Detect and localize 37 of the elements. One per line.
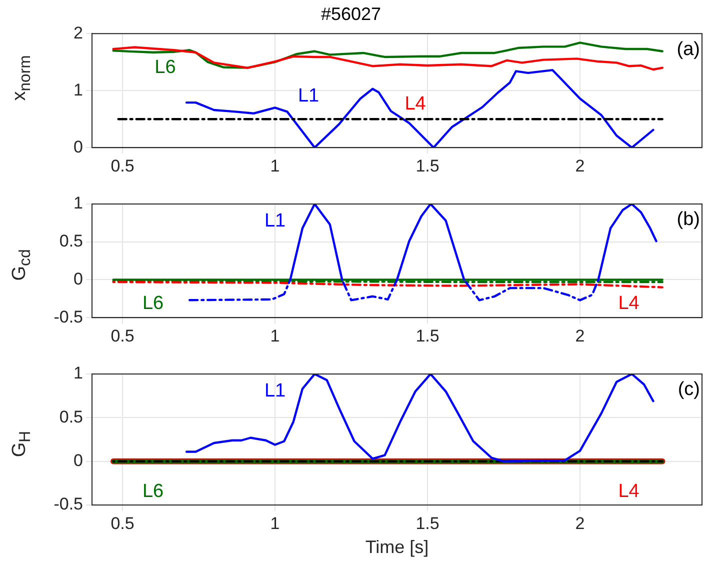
x-tick-label: 1: [270, 514, 280, 533]
series-label: L4: [404, 94, 426, 115]
annotation: (c): [678, 379, 700, 400]
y-tick-label: 0: [74, 451, 83, 470]
annotation: (b): [676, 209, 700, 230]
series-label: L4: [618, 481, 640, 502]
y-tick-label: 1: [74, 364, 83, 383]
y-tick-label: -0.5: [54, 307, 83, 326]
x-tick-label: 1: [270, 156, 280, 176]
annotation: (a): [676, 38, 700, 60]
y-tick-label: 0.5: [59, 407, 83, 426]
series-label: L6: [154, 57, 176, 78]
x-tick-label: 2: [575, 326, 585, 346]
y-tick-label: 0.5: [59, 232, 83, 251]
series-label: L6: [142, 481, 164, 502]
y-tick-label: 1: [74, 194, 83, 213]
x-tick-label: 2: [575, 514, 585, 533]
x-tick-label: 1.5: [416, 156, 440, 176]
x-tick-label: 1.5: [416, 326, 440, 346]
y-tick-label: 0: [74, 137, 83, 156]
series-label: L1: [264, 210, 286, 232]
y-tick-label: 2: [74, 23, 83, 42]
x-tick-label: 0.5: [110, 156, 134, 176]
y-tick-label: -0.5: [54, 494, 83, 514]
series-label: L4: [618, 293, 640, 314]
series-label: L1: [298, 86, 320, 107]
x-tick-label: 0.5: [110, 514, 134, 533]
x-tick-label: 1.5: [416, 514, 440, 533]
chart-title: #56027: [320, 4, 382, 24]
series-label: L6: [142, 293, 164, 314]
x-tick-label: 0.5: [110, 326, 134, 346]
x-tick-label: 2: [575, 156, 585, 176]
series-label: L1: [264, 380, 286, 402]
x-axis-title: Time [s]: [365, 537, 429, 558]
y-tick-label: 1: [74, 80, 83, 100]
x-tick-label: 1: [270, 326, 280, 346]
y-tick-label: 0: [74, 269, 83, 288]
